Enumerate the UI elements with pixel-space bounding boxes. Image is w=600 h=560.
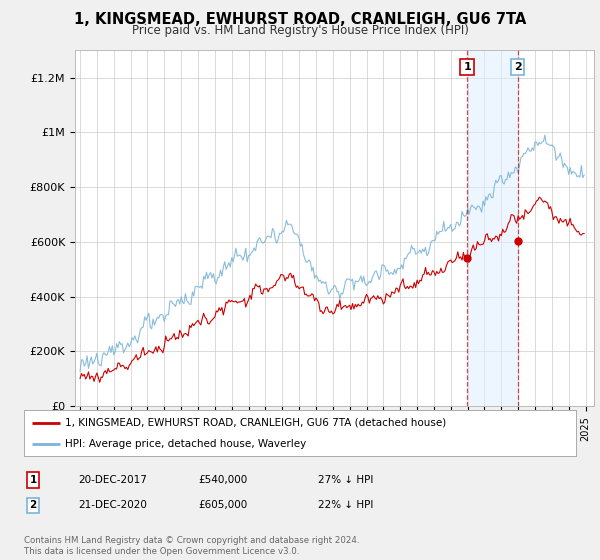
Bar — [467, 50, 518, 406]
Text: 1: 1 — [29, 475, 37, 485]
Text: 21-DEC-2020: 21-DEC-2020 — [78, 500, 147, 510]
Text: Price paid vs. HM Land Registry's House Price Index (HPI): Price paid vs. HM Land Registry's House … — [131, 24, 469, 36]
Text: 1: 1 — [463, 62, 471, 72]
Text: 1, KINGSMEAD, EWHURST ROAD, CRANLEIGH, GU6 7TA (detached house): 1, KINGSMEAD, EWHURST ROAD, CRANLEIGH, G… — [65, 418, 446, 428]
Text: 27% ↓ HPI: 27% ↓ HPI — [318, 475, 373, 485]
Text: HPI: Average price, detached house, Waverley: HPI: Average price, detached house, Wave… — [65, 439, 307, 449]
Text: 2: 2 — [514, 62, 521, 72]
Text: 20-DEC-2017: 20-DEC-2017 — [78, 475, 147, 485]
Text: £605,000: £605,000 — [198, 500, 247, 510]
Text: £540,000: £540,000 — [198, 475, 247, 485]
Text: Contains HM Land Registry data © Crown copyright and database right 2024.
This d: Contains HM Land Registry data © Crown c… — [24, 536, 359, 556]
Text: 1, KINGSMEAD, EWHURST ROAD, CRANLEIGH, GU6 7TA: 1, KINGSMEAD, EWHURST ROAD, CRANLEIGH, G… — [74, 12, 526, 27]
Text: 22% ↓ HPI: 22% ↓ HPI — [318, 500, 373, 510]
Text: 2: 2 — [29, 500, 37, 510]
